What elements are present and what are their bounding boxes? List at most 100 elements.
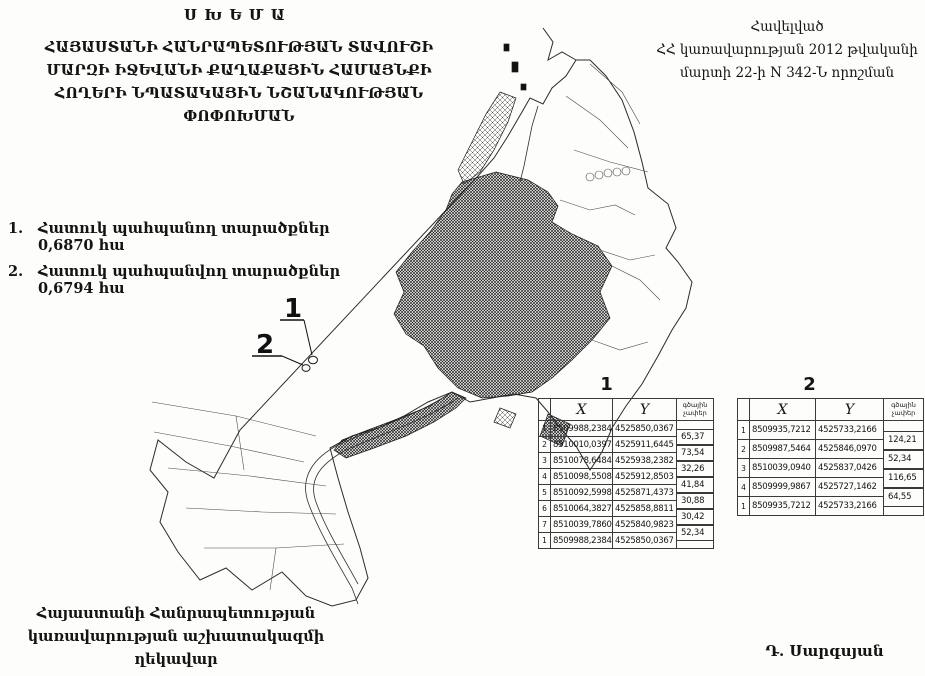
x-coordinate-cell: 8509987,5464 (749, 439, 816, 459)
linear-measure-cell: 41,84 (676, 477, 714, 493)
x-coordinate-cell: 8509935,7212 (749, 496, 816, 516)
main-title-line: ՓՈՓՈԽՄԱՆ (183, 108, 295, 125)
table-2-label: 2 (803, 374, 816, 395)
row-number-cell: 1 (737, 496, 750, 516)
urban-area-hatched (333, 43, 613, 459)
legend-item-text: Հատուկ պահպանող տարածքներ 0,6870 հա (38, 220, 330, 254)
main-title-line: ՄԱՐԶԻ ԻՋԵՎԱՆԻ ՔԱՂԱՔԱՅԻՆ ՀԱՄԱՅՆՔԻ (46, 62, 432, 79)
issuing-authority-line: կառավարության աշխատակազմի (27, 628, 325, 645)
x-coordinate-cell: 8510039,7860 (550, 516, 613, 533)
y-coordinate-cell: 4525733,2166 (815, 420, 884, 440)
x-coordinate-cell: 8510092,5998 (550, 484, 613, 501)
linear-measure-cell: 124,21 (883, 430, 924, 450)
row-number-cell: 4 (538, 468, 551, 485)
signature-name: Դ. Սարգսյան (765, 642, 884, 660)
annex-line: մարտի 22-ի N 342-Ն որոշման (679, 65, 895, 81)
x-coordinate-cell: 8510064,3827 (550, 500, 613, 517)
linear-measure-cell: 32,26 (676, 461, 714, 477)
linear-measure-cell: 65,37 (676, 429, 714, 445)
y-coordinate-cell: 4525871,4373 (612, 484, 677, 501)
y-coordinate-cell: 4525850,0367 (612, 532, 677, 549)
corner-cell (737, 398, 750, 421)
table-row: 3 8510039,0940 4525837,0426 (737, 458, 884, 478)
main-title-line: ՀՈՂԵՐԻ ՆՊԱՏԱԿԱՅԻՆ ՆՇԱՆԱԿՈՒԹՅԱՆ (54, 85, 424, 102)
row-number-cell: 2 (737, 439, 750, 459)
coordinate-table-2-grid: X Y 1 8509935,7212 4525733,2166 2 8509987,5464… (737, 398, 884, 516)
y-coordinate-cell: 4525850,0367 (612, 420, 677, 437)
linear-measure-cell: 116,65 (883, 468, 924, 488)
main-title-line: ՀԱՅԱՍՏԱՆԻ ՀԱՆՐԱՊԵՏՈՒԹՅԱՆ ՏԱՎՈՒՇԻ (44, 39, 434, 56)
municipal-boundary-line (149, 27, 693, 607)
issuing-authority: Հայաստանի Հանրապետության կառավարության ա… (10, 602, 342, 671)
y-coordinate-cell: 4525858,8811 (612, 500, 677, 517)
y-coordinate-cell: 4525938,2382 (612, 452, 677, 469)
legend-item-text: Հատուկ պահպանվող տարածքներ 0,6794 հա (38, 263, 341, 297)
site-2-outline (301, 364, 311, 372)
annex-line: ՀՀ կառավարության 2012 թվականի (656, 42, 918, 58)
parcel-lines (151, 63, 661, 591)
legend-item-1: 1. Հատուկ պահպանող տարածքներ 0,6870 հա (8, 220, 378, 254)
x-coordinate-cell: 8510078,6484 (550, 452, 613, 469)
table-row: 2 8509987,5464 4525846,0970 (737, 439, 884, 459)
x-coordinate-cell: 8510010,0397 (550, 436, 613, 453)
x-coordinate-cell: 8509988,2384 (550, 420, 613, 437)
linear-measure-cell: 73,54 (676, 445, 714, 461)
table-row: 4 8510098,5508 4525912,8503 (538, 468, 677, 485)
river-road-lines (305, 105, 539, 605)
row-number-cell: 1 (737, 420, 750, 440)
table-row: 3 8510078,6484 4525938,2382 (538, 452, 677, 469)
annex-line: Հավելված (750, 19, 824, 35)
row-number-cell: 5 (538, 484, 551, 501)
linear-measure-cell: 52,34 (883, 449, 924, 469)
table-row: 4 8509999,9867 4525727,1462 (737, 477, 884, 497)
y-column-header: Y (612, 398, 677, 421)
table-row: 1 8509988,2384 4525850,0367 (538, 420, 677, 437)
row-number-cell: 2 (538, 436, 551, 453)
row-number-cell: 7 (538, 516, 551, 533)
table-row: 2 8510010,0397 4525911,6445 (538, 436, 677, 453)
coordinate-table-1: X Y 1 8509988,2384 4525850,0367 2 8510010,0397… (538, 398, 714, 549)
table-row: 7 8510039,7860 4525840,9823 (538, 516, 677, 533)
table-1-label: 1 (600, 374, 613, 395)
table-row: 5 8510092,5998 4525871,4373 (538, 484, 677, 501)
legend-item-2: 2. Հատուկ պահպանվող տարածքներ 0,6794 հա (8, 263, 378, 297)
table-row: 1 8509935,7212 4525733,2166 (737, 496, 884, 516)
y-coordinate-cell: 4525911,6445 (612, 436, 677, 453)
measures-column-header: գծային չափեր (677, 399, 713, 421)
y-coordinate-cell: 4525727,1462 (815, 477, 884, 497)
legend-item-number: 1. (8, 220, 24, 237)
coordinate-table-2: X Y 1 8509935,7212 4525733,2166 2 8509987,5464… (737, 398, 924, 516)
issuing-authority-line: ղեկավար (134, 651, 218, 668)
site-markers: 1 2 (252, 294, 318, 372)
corner-cell (538, 398, 551, 421)
x-coordinate-cell: 8510098,5508 (550, 468, 613, 485)
table-row: 1 8509935,7212 4525733,2166 (737, 420, 884, 440)
linear-measures-column: գծային չափեր 124,21 52,34 116,65 64,55 (883, 398, 924, 516)
x-coordinate-cell: 8509999,9867 (749, 477, 816, 497)
row-number-cell: 6 (538, 500, 551, 517)
x-column-header: X (550, 398, 613, 421)
linear-measures-column: գծային չափեր 65,37 73,54 32,26 41,84 30,88 30,… (676, 398, 714, 549)
measures-column-header: գծային չափեր (884, 399, 923, 421)
linear-measure-cell: 30,42 (676, 509, 714, 525)
y-coordinate-cell: 4525840,9823 (612, 516, 677, 533)
y-column-header: Y (815, 398, 884, 421)
legend: 1. Հատուկ պահպանող տարածքներ 0,6870 հա 2… (8, 220, 378, 306)
issuing-authority-line: Հայաստանի Հանրապետության (36, 605, 316, 622)
x-coordinate-cell: 8509988,2384 (550, 532, 613, 549)
annex-reference: Հավելված ՀՀ կառավարության 2012 թվականի մ… (653, 16, 921, 85)
x-column-header: X (749, 398, 816, 421)
y-coordinate-cell: 4525912,8503 (612, 468, 677, 485)
linear-measure-cell: 30,88 (676, 493, 714, 509)
row-number-cell: 1 (538, 532, 551, 549)
coordinate-table-1-grid: X Y 1 8509988,2384 4525850,0367 2 8510010,0397… (538, 398, 677, 549)
row-number-cell: 3 (538, 452, 551, 469)
x-coordinate-cell: 8510039,0940 (749, 458, 816, 478)
map-marker-1-label: 1 (284, 294, 302, 324)
linear-measure-cell: 64,55 (883, 487, 924, 507)
site-1-outline (308, 355, 318, 365)
table-row: 1 8509988,2384 4525850,0367 (538, 532, 677, 549)
map-marker-2-label: 2 (256, 330, 274, 360)
